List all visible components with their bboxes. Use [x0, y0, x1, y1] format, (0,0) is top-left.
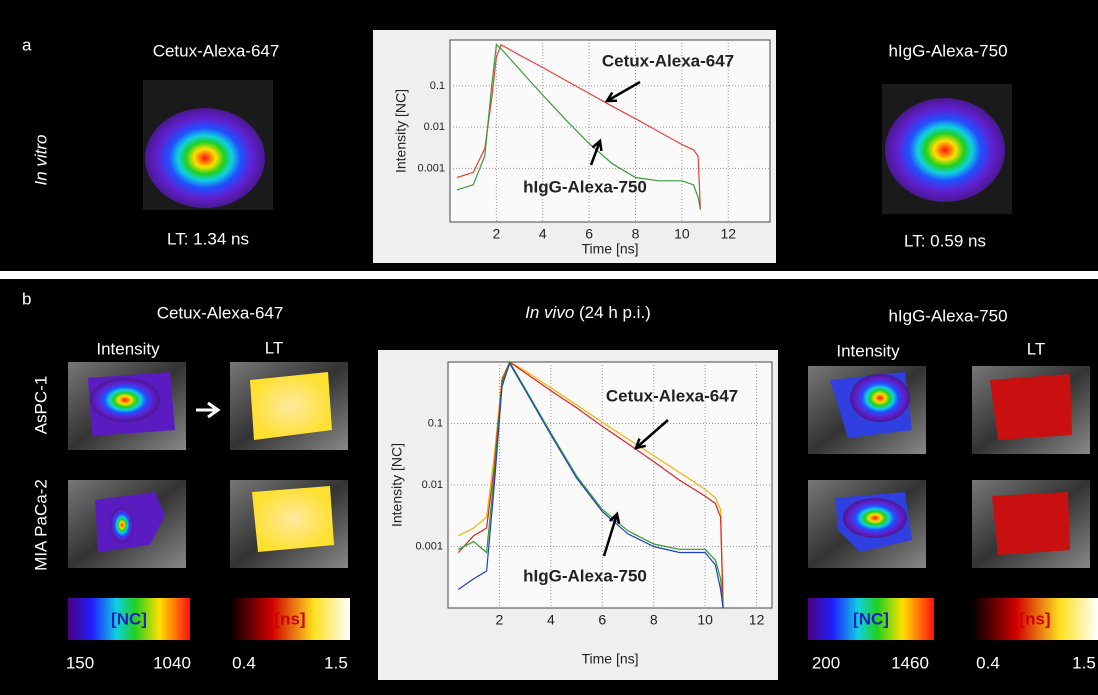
y-tick-label: 0.1: [430, 80, 445, 92]
lifetime-map: [250, 372, 332, 440]
lifetime-label: LT: 0.59 ns: [904, 231, 986, 250]
arrow: [196, 403, 218, 417]
heatmap: [145, 108, 265, 208]
colorbar-label: [ns]: [274, 609, 305, 628]
lifetime-map: [992, 492, 1070, 555]
x-tick-label: 6: [585, 226, 593, 242]
annotation: Cetux-Alexa-647: [606, 386, 738, 405]
column-label: Intensity: [836, 341, 900, 360]
x-tick-label: 8: [650, 612, 658, 628]
x-tick-label: 2: [496, 612, 504, 628]
group-title: hIgG-Alexa-750: [888, 306, 1007, 325]
image-title: hIgG-Alexa-750: [888, 41, 1007, 60]
panel-label: a: [22, 35, 32, 54]
y-axis-label: Intensity [NC]: [393, 89, 409, 173]
heatmap: [885, 98, 1005, 202]
group-title: Cetux-Alexa-647: [157, 303, 284, 322]
x-tick-label: 6: [598, 612, 606, 628]
heatmap: [843, 498, 907, 538]
annotation: hIgG-Alexa-750: [523, 177, 647, 196]
heatmap: [850, 374, 910, 422]
separator: [0, 271, 1098, 279]
column-label: LT: [265, 338, 284, 357]
colorbar-max: 1.5: [324, 653, 348, 672]
y-axis-label: Intensity [NC]: [389, 443, 405, 527]
x-tick-label: 8: [632, 226, 640, 242]
charts: 0.001 0.01 0.1 2 4 6 8 10 12 Time [ns] Intensity […: [373, 30, 778, 680]
lifetime-map: [990, 374, 1072, 440]
image-title: Cetux-Alexa-647: [153, 41, 280, 60]
colorbar-max: 1460: [891, 653, 929, 672]
colorbar-max: 1.5: [1072, 653, 1096, 672]
lifetime-label: LT: 1.34 ns: [167, 229, 249, 248]
panel-label: b: [22, 289, 31, 308]
center-title: In vivo (24 h p.i.): [525, 303, 651, 322]
column-label: Intensity: [96, 339, 160, 358]
colorbar-label: [NC]: [111, 609, 147, 628]
heatmap: [110, 507, 134, 543]
y-tick-label: 0.1: [428, 417, 443, 429]
colorbar-min: 150: [66, 653, 94, 672]
x-tick-label: 12: [720, 226, 736, 242]
y-tick-label: 0.01: [424, 121, 445, 133]
annotation: Cetux-Alexa-647: [602, 51, 734, 70]
row-label: AsPC-1: [31, 376, 50, 435]
lifetime-map: [252, 486, 334, 552]
x-tick-label: 4: [539, 226, 547, 242]
colorbar-min: 0.4: [976, 653, 1000, 672]
y-tick-label: 0.01: [422, 479, 443, 491]
figure: a Cetux-Alexa-647 hIgG-Alexa-750 In vitr…: [0, 0, 1098, 695]
x-tick-label: 10: [674, 226, 690, 242]
y-tick-label: 0.001: [415, 540, 443, 552]
y-tick-label: 0.001: [417, 162, 445, 174]
row-label: In vitro: [31, 134, 50, 185]
colorbar-max: 1040: [153, 653, 191, 672]
colorbar-min: 0.4: [232, 653, 256, 672]
annotation: hIgG-Alexa-750: [523, 566, 647, 585]
x-axis-label: Time [ns]: [581, 651, 638, 667]
column-label: LT: [1027, 339, 1046, 358]
x-tick-label: 4: [547, 612, 555, 628]
row-label: MIA PaCa-2: [31, 479, 50, 571]
x-tick-label: 12: [749, 612, 765, 628]
center-title-main: In vivo: [525, 303, 574, 322]
x-tick-label: 2: [492, 226, 500, 242]
colorbar-label: [ns]: [1019, 609, 1050, 628]
heatmap: [90, 378, 160, 422]
x-tick-label: 10: [697, 612, 713, 628]
colorbar-min: 200: [812, 653, 840, 672]
x-axis-label: Time [ns]: [581, 241, 638, 257]
colorbar-label: [NC]: [853, 609, 889, 628]
center-subtitle: (24 h p.i.): [574, 303, 651, 322]
